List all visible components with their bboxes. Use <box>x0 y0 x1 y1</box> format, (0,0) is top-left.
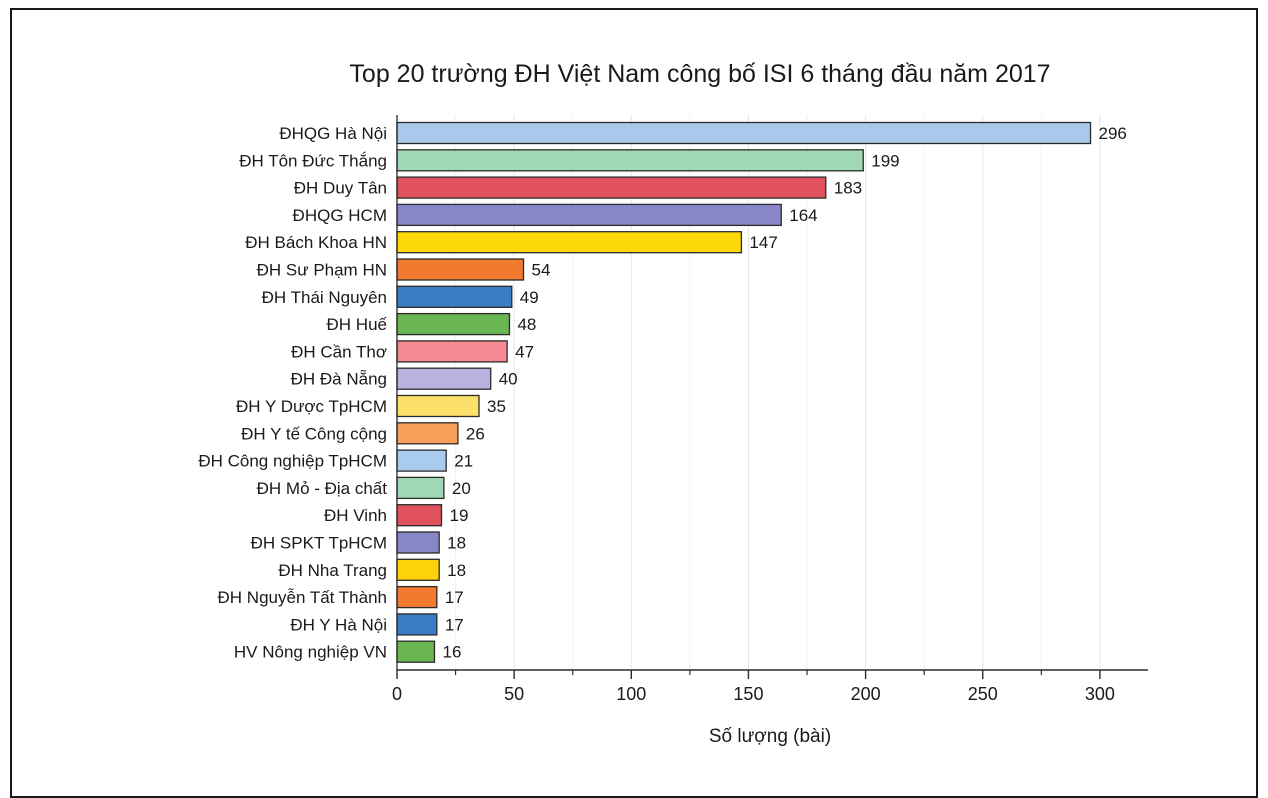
bar-7 <box>396 285 513 308</box>
category-label-14: ĐH Mỏ - Địa chất <box>257 479 388 498</box>
bar-19 <box>396 613 438 636</box>
value-label-3: 183 <box>834 179 862 198</box>
value-label-9: 47 <box>515 342 534 361</box>
category-label-9: ĐH Cần Thơ <box>291 342 387 361</box>
bars: ĐHQG Hà Nội 296 ĐH Tôn Đức Thắng 199 ĐH Duy … <box>198 121 1127 663</box>
x-tick-label-50: 50 <box>504 684 524 704</box>
x-tick-label-300: 300 <box>1085 684 1115 704</box>
x-axis-title: Số lượng (bài) <box>709 726 831 747</box>
value-label-1: 296 <box>1099 124 1127 143</box>
x-tick-label-150: 150 <box>733 684 763 704</box>
bar-9 <box>396 340 508 363</box>
bar-18 <box>396 585 438 609</box>
value-label-10: 40 <box>499 370 518 389</box>
value-label-4: 164 <box>789 206 817 225</box>
category-label-12: ĐH Y tế Công cộng <box>241 424 387 443</box>
x-tick-label-0: 0 <box>392 684 402 704</box>
bar-17 <box>396 558 440 581</box>
bar-5 <box>396 231 743 254</box>
category-label-1: ĐHQG Hà Nội <box>279 124 387 143</box>
bar-6 <box>396 258 525 281</box>
category-label-6: ĐH Sư Phạm HN <box>257 261 387 280</box>
category-label-16: ĐH SPKT TpHCM <box>251 534 387 553</box>
chart-title: Top 20 trường ĐH Việt Nam công bố ISI 6 … <box>349 60 1050 88</box>
value-label-11: 35 <box>487 397 506 416</box>
x-tick-label-200: 200 <box>851 684 881 704</box>
category-label-20: HV Nông nghiệp VN <box>234 643 387 662</box>
value-label-12: 26 <box>466 424 485 443</box>
bar-2 <box>396 149 864 172</box>
category-label-7: ĐH Thái Nguyên <box>262 288 387 307</box>
category-label-2: ĐH Tôn Đức Thắng <box>239 151 387 170</box>
bar-3 <box>396 176 827 199</box>
bar-10 <box>396 367 492 390</box>
value-label-13: 21 <box>454 452 473 471</box>
category-label-18: ĐH Nguyễn Tất Thành <box>218 588 387 607</box>
value-label-14: 20 <box>452 479 471 498</box>
value-label-5: 147 <box>749 233 777 252</box>
category-label-19: ĐH Y Hà Nội <box>290 615 387 634</box>
category-label-3: ĐH Duy Tân <box>294 179 387 198</box>
bar-12 <box>396 422 459 445</box>
value-label-8: 48 <box>517 315 536 334</box>
category-label-8: ĐH Huế <box>327 315 388 334</box>
bar-13 <box>396 449 447 472</box>
bar-11 <box>396 394 480 418</box>
value-label-18: 17 <box>445 588 464 607</box>
bar-14 <box>396 476 445 500</box>
bar-1 <box>396 121 1092 145</box>
bar-8 <box>396 312 511 336</box>
value-label-16: 18 <box>447 534 466 553</box>
value-label-20: 16 <box>442 643 461 662</box>
value-label-2: 199 <box>871 151 899 170</box>
category-label-5: ĐH Bách Khoa HN <box>245 233 387 252</box>
bar-20 <box>396 640 436 663</box>
x-tick-label-100: 100 <box>616 684 646 704</box>
bar-chart: ĐHQG Hà Nội 296 ĐH Tôn Đức Thắng 199 ĐH Duy … <box>198 60 1149 747</box>
value-label-7: 49 <box>520 288 539 307</box>
x-tick-label-250: 250 <box>968 684 998 704</box>
x-axis: 0 50 100 150 200 250 300 <box>392 115 1149 704</box>
value-label-17: 18 <box>447 561 466 580</box>
bar-15 <box>396 504 443 527</box>
category-label-11: ĐH Y Dược TpHCM <box>236 397 387 416</box>
category-label-13: ĐH Công nghiệp TpHCM <box>198 452 387 471</box>
bar-4 <box>396 203 782 227</box>
value-label-15: 19 <box>450 506 469 525</box>
category-label-4: ĐHQG HCM <box>293 206 387 225</box>
category-label-10: ĐH Đà Nẵng <box>291 370 387 389</box>
bar-16 <box>396 531 440 554</box>
value-label-6: 54 <box>532 261 551 280</box>
category-label-17: ĐH Nha Trang <box>278 561 387 580</box>
category-label-15: ĐH Vinh <box>324 506 387 525</box>
value-label-19: 17 <box>445 615 464 634</box>
